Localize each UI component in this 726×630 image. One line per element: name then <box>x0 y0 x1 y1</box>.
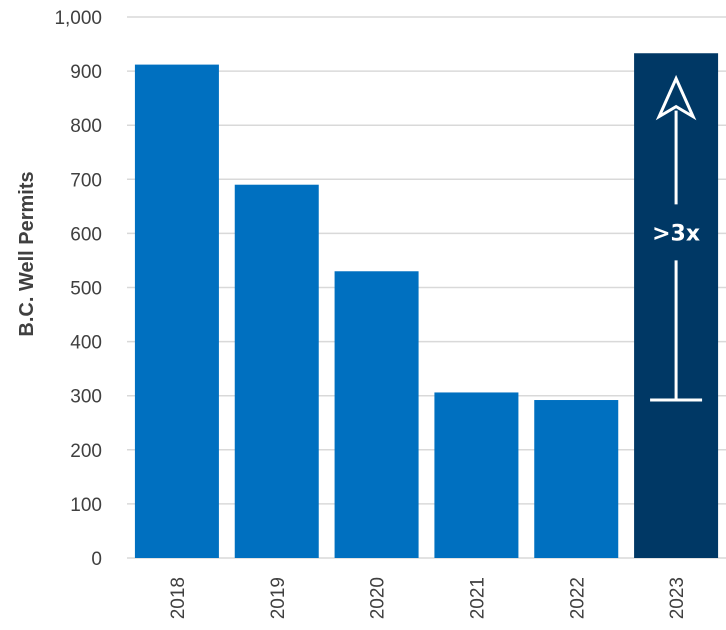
bar-2021 <box>434 392 519 558</box>
bar-2018 <box>134 64 219 558</box>
y-tick-label: 800 <box>70 116 102 137</box>
y-tick-label: 600 <box>70 224 102 245</box>
y-tick-label: 0 <box>91 549 102 570</box>
y-tick-label: 500 <box>70 279 102 300</box>
bar-2019 <box>234 184 319 558</box>
growth-annotation: >3x <box>650 74 703 402</box>
arrow-up-icon <box>655 74 697 121</box>
y-tick-label: 300 <box>70 387 102 408</box>
x-tick-label: 2023 <box>667 577 688 619</box>
y-axis-ticks: 0 100 200 300 400 500 600 700 800 900 1,000 <box>54 8 102 570</box>
y-tick-label: 900 <box>70 62 102 83</box>
y-tick-label: 200 <box>70 441 102 462</box>
x-tick-label: 2018 <box>168 577 189 619</box>
growth-multiplier-label: >3x <box>652 221 700 246</box>
x-tick-label: 2020 <box>368 577 389 619</box>
x-axis-ticks: 2018 2019 2020 2021 2022 2023 <box>168 577 688 619</box>
x-tick-label: 2019 <box>268 577 289 619</box>
y-tick-label: 400 <box>70 333 102 354</box>
bars <box>134 53 719 558</box>
y-tick-label: 100 <box>70 495 102 516</box>
x-tick-label: 2021 <box>467 577 488 619</box>
y-tick-label: 1,000 <box>54 8 102 29</box>
bar-2022 <box>534 400 619 558</box>
y-axis-title: B.C. Well Permits <box>16 171 38 336</box>
y-tick-label: 700 <box>70 170 102 191</box>
bar-2020 <box>334 271 419 558</box>
gridlines <box>127 16 726 559</box>
x-tick-label: 2022 <box>567 577 588 619</box>
